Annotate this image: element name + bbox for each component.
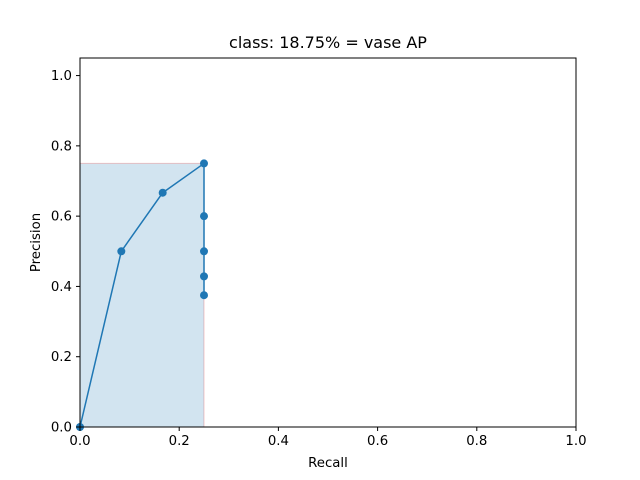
x-tick-label: 0.8	[466, 434, 487, 449]
pr-curve-line	[79, 162, 205, 428]
pr-curve-point	[200, 247, 208, 256]
ticks-layer: 0.0 0.2 0.4 0.6 0.8 1.0 0.0 0.2 0.4 0.6 0.8 1.0	[51, 69, 587, 449]
y-axis-label: Precision	[29, 213, 44, 272]
y-tick-label: 0.8	[51, 139, 72, 154]
y-tick-label: 0.0	[51, 421, 72, 436]
y-tick-label: 0.4	[51, 280, 72, 295]
pr-curve-point	[200, 159, 208, 168]
pr-curve-point	[200, 272, 208, 281]
pr-curve-point	[200, 212, 208, 221]
pr-curve-point	[200, 291, 208, 300]
y-tick-label: 1.0	[51, 69, 72, 84]
plot-layer	[76, 159, 208, 431]
x-tick-label: 0.0	[69, 434, 90, 449]
x-tick-label: 0.6	[367, 434, 388, 449]
x-tick-label: 0.2	[169, 434, 190, 449]
y-tick-label: 0.6	[51, 210, 72, 225]
ap-area-fill	[79, 162, 205, 428]
pr-curve-point	[158, 188, 167, 197]
x-tick-label: 1.0	[565, 434, 586, 449]
x-tick-label: 0.4	[268, 434, 289, 449]
y-tick-label: 0.2	[51, 350, 72, 365]
x-axis-label: Recall	[308, 456, 348, 471]
pr-curve-point	[117, 247, 126, 256]
chart-title: class: 18.75% = vase AP	[229, 33, 427, 52]
axes-frame	[79, 57, 577, 428]
